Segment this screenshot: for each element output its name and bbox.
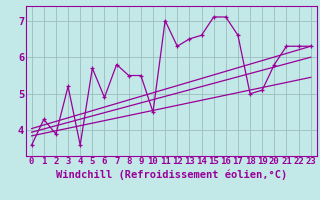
X-axis label: Windchill (Refroidissement éolien,°C): Windchill (Refroidissement éolien,°C) bbox=[56, 169, 287, 180]
